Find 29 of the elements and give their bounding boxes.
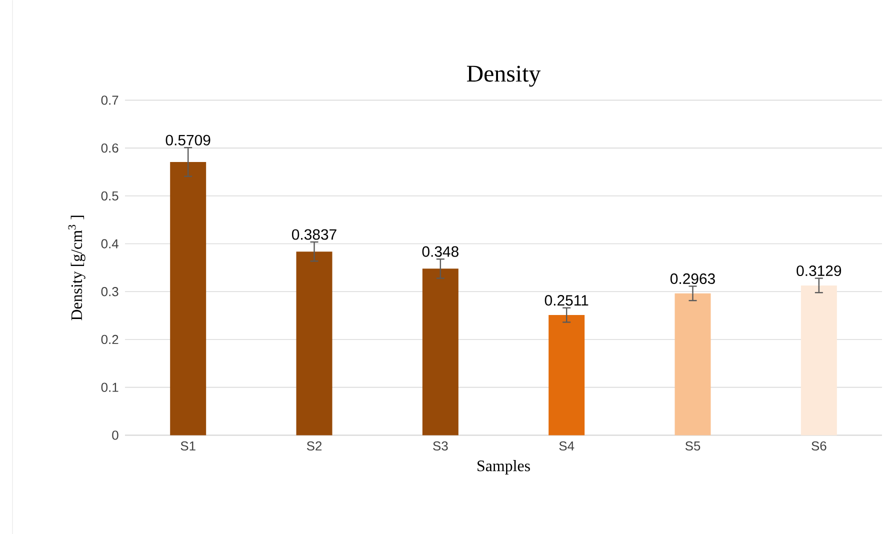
y-tick-label: 0.4 bbox=[101, 238, 118, 248]
data-label: 0.5709 bbox=[166, 134, 210, 146]
y-tick-label: 0.5 bbox=[101, 191, 118, 200]
x-tick-label: S1 bbox=[180, 441, 196, 450]
x-tick-label: S3 bbox=[433, 441, 448, 450]
y-tick-label: 0.3 bbox=[101, 286, 118, 296]
chart-title: Density bbox=[467, 66, 541, 86]
y-tick-label: 0.2 bbox=[101, 334, 118, 344]
x-tick-label: S6 bbox=[812, 441, 826, 450]
y-tick-label: 0.1 bbox=[101, 382, 118, 392]
y-axis-title: Density [g/cm$^{3}$ ] bbox=[68, 216, 86, 320]
x-axis-title: Samples bbox=[478, 460, 530, 474]
x-tick-label: S4 bbox=[559, 441, 574, 450]
data-label: 0.3129 bbox=[796, 265, 842, 276]
data-label: 0.348 bbox=[422, 246, 458, 257]
x-tick-label: S2 bbox=[306, 441, 322, 450]
x-tick-label: S5 bbox=[685, 441, 700, 450]
y-tick-label: 0 bbox=[112, 430, 118, 440]
y-tick-label: 0.6 bbox=[101, 143, 118, 152]
data-label: 0.3837 bbox=[292, 229, 336, 240]
bar bbox=[422, 268, 458, 436]
bar bbox=[296, 251, 332, 436]
data-label: 0.2963 bbox=[670, 273, 715, 284]
bar bbox=[800, 285, 837, 436]
bar bbox=[674, 293, 711, 436]
y-tick-label: 0.7 bbox=[101, 95, 118, 105]
bar bbox=[170, 162, 206, 436]
data-label: 0.2511 bbox=[544, 294, 588, 306]
bar bbox=[548, 314, 585, 436]
